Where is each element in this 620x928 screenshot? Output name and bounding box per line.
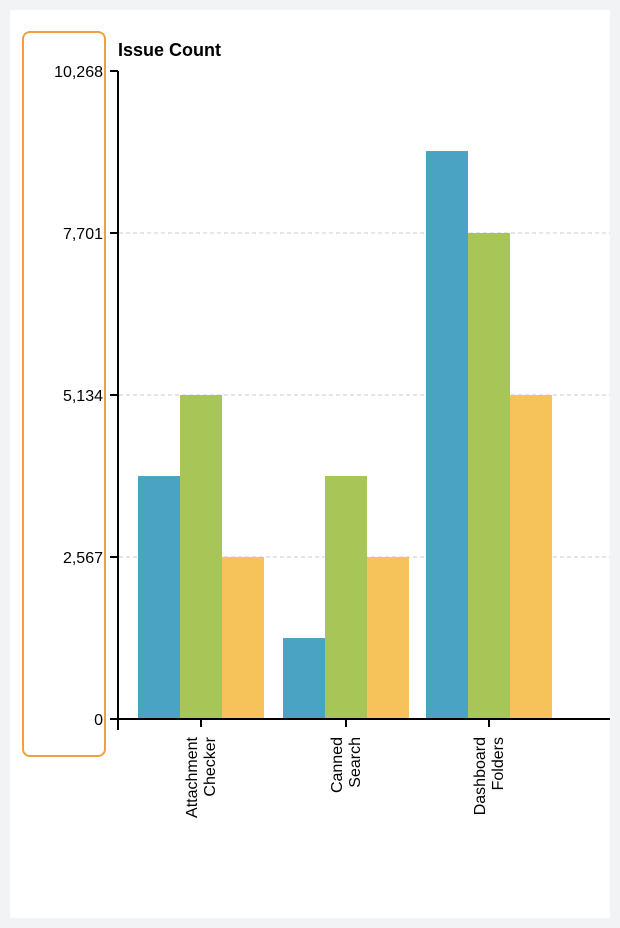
bar [510, 395, 552, 719]
y-tick-label: 5,134 [63, 388, 103, 405]
bar [283, 638, 325, 719]
bar [138, 476, 180, 719]
x-tick-label: Canned [329, 737, 346, 793]
x-tick-label: Checker [202, 736, 219, 796]
bar [367, 557, 409, 719]
y-tick-label: 0 [94, 712, 103, 729]
bar [325, 476, 367, 719]
chart-title: Issue Count [118, 40, 221, 60]
bar [468, 233, 510, 719]
y-tick-label: 2,567 [63, 550, 103, 567]
x-tick-label: Search [347, 737, 364, 788]
y-tick-label: 10,268 [54, 64, 103, 81]
x-tick-label: Folders [490, 737, 507, 790]
x-tick-label: Attachment [184, 736, 201, 817]
bar [426, 151, 468, 719]
bar [222, 557, 264, 719]
y-axis-highlight [22, 31, 106, 757]
y-tick-label: 7,701 [63, 226, 103, 243]
x-tick-label: Dashboard [472, 737, 489, 815]
bar [180, 395, 222, 719]
